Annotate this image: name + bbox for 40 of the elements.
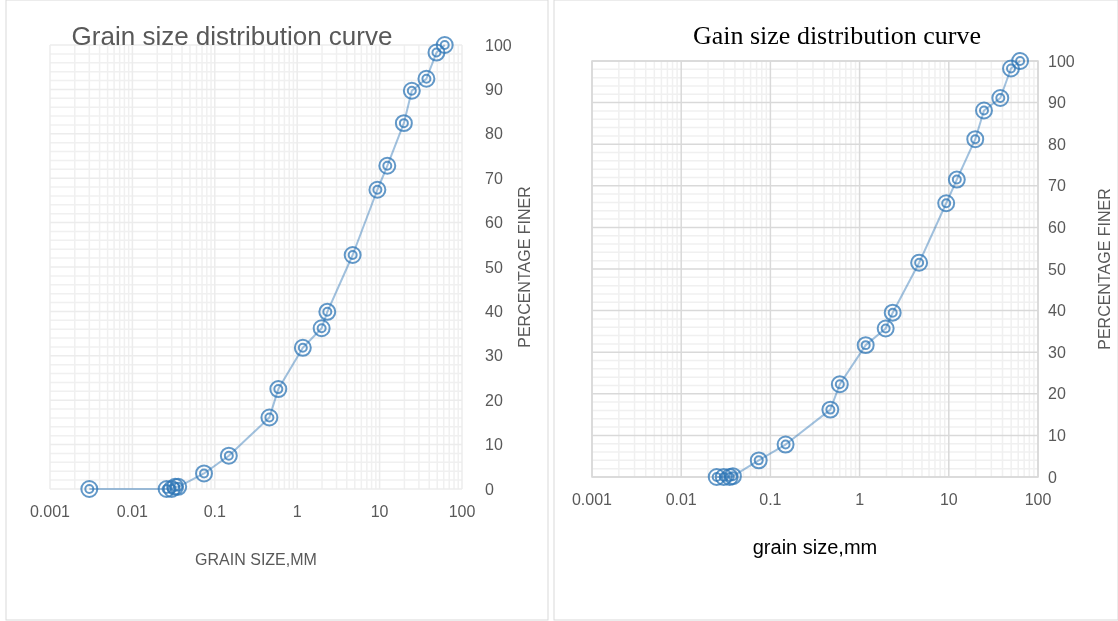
x-tick-label: 0.001 — [571, 491, 613, 508]
y-tick-label: 60 — [485, 214, 503, 232]
y-tick-label: 30 — [1048, 343, 1066, 361]
x-axis-title: grain size,mm — [752, 536, 878, 558]
x-tick-label: 0.1 — [759, 491, 782, 508]
chart-title: Gain size distribution curve — [692, 21, 982, 50]
x-tick-label: 0.01 — [665, 491, 697, 508]
x-tick-label: 10 — [939, 491, 958, 508]
x-tick-label: 0.001 — [29, 503, 71, 520]
x-axis-title: GRAIN SIZE,MM — [195, 551, 317, 568]
y-axis-title: PERCENTAGE FINER — [1096, 188, 1113, 350]
y-tick-label: 40 — [1048, 302, 1066, 320]
y-tick-label: 70 — [485, 169, 503, 187]
y-tick-label: 10 — [1048, 427, 1066, 444]
y-tick-label: 30 — [485, 347, 503, 365]
x-tick-label: 1 — [292, 503, 302, 520]
y-tick-label: 20 — [485, 391, 503, 409]
y-tick-label: 50 — [1048, 260, 1066, 278]
y-tick-label: 50 — [485, 258, 503, 276]
y-tick-label: 80 — [1048, 135, 1066, 153]
y-tick-label: 70 — [1048, 177, 1066, 195]
y-tick-label: 20 — [1048, 385, 1066, 403]
x-tick-label: 0.01 — [116, 503, 149, 520]
x-tick-label: 100 — [1024, 491, 1052, 508]
y-tick-label: 80 — [485, 125, 503, 143]
x-tick-label: 0.1 — [203, 503, 227, 520]
y-axis-title: PERCENTAGE FINER — [516, 186, 533, 348]
y-tick-label: 90 — [1048, 94, 1066, 112]
x-tick-label: 100 — [448, 503, 476, 520]
y-tick-label: 100 — [485, 36, 512, 54]
x-tick-label: 1 — [855, 491, 865, 508]
y-tick-label: 0 — [485, 480, 494, 498]
chart-title: Grain size distribution curve — [71, 21, 393, 51]
y-tick-label: 60 — [1048, 219, 1066, 236]
y-tick-label: 10 — [485, 436, 503, 454]
x-tick-label: 10 — [370, 503, 389, 520]
y-tick-label: 40 — [485, 303, 503, 320]
y-tick-label: 90 — [485, 81, 503, 98]
y-tick-label: 0 — [1048, 468, 1057, 486]
y-tick-label: 100 — [1048, 52, 1075, 70]
